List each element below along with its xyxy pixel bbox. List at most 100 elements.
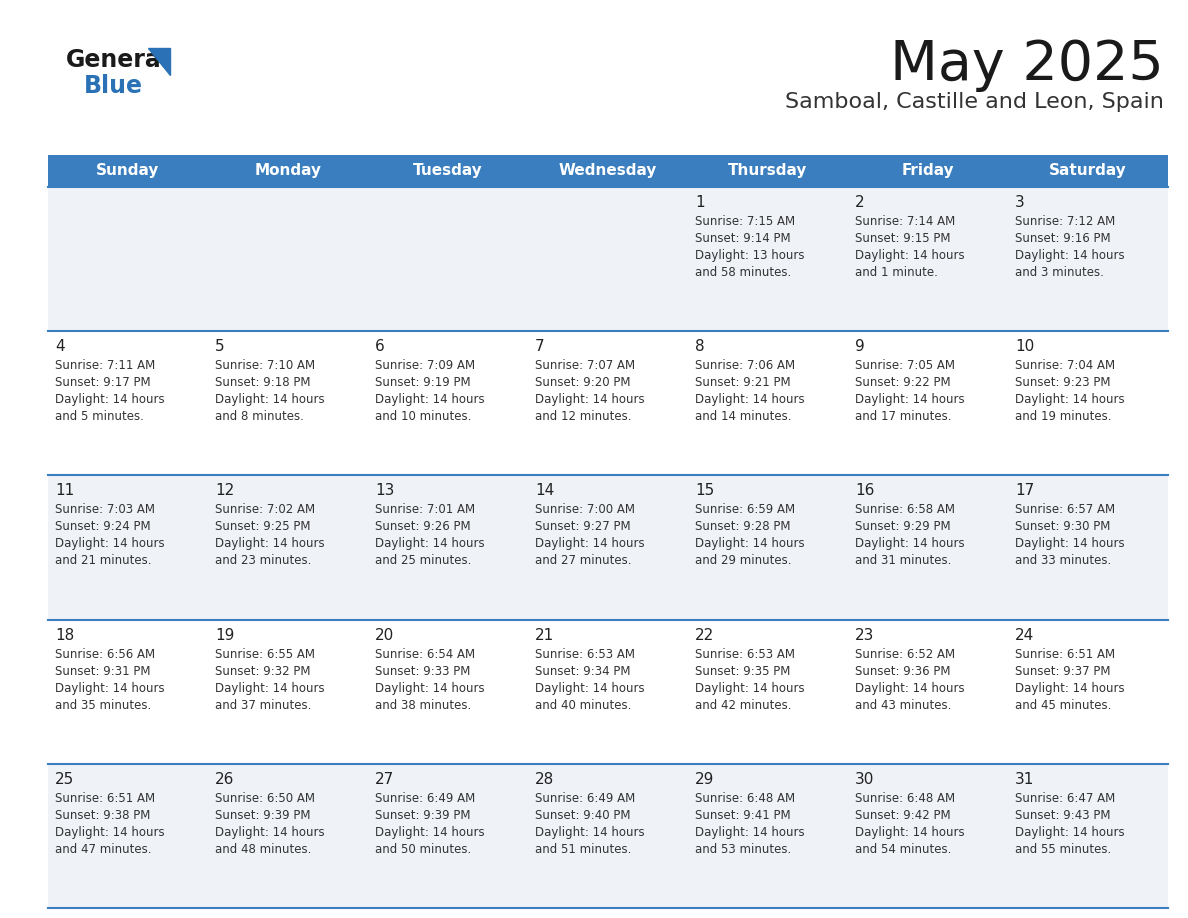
Text: Sunrise: 7:14 AM: Sunrise: 7:14 AM (855, 215, 955, 228)
Text: and 21 minutes.: and 21 minutes. (55, 554, 152, 567)
Bar (48, 764, 1168, 908)
Text: and 47 minutes.: and 47 minutes. (55, 843, 152, 856)
Text: Sunset: 9:42 PM: Sunset: 9:42 PM (855, 809, 950, 822)
Text: and 54 minutes.: and 54 minutes. (855, 843, 952, 856)
Text: 9: 9 (855, 339, 865, 354)
Text: 19: 19 (215, 628, 234, 643)
Text: Sunset: 9:39 PM: Sunset: 9:39 PM (215, 809, 310, 822)
Text: and 12 minutes.: and 12 minutes. (535, 410, 632, 423)
Bar (48, 476, 1168, 620)
Text: and 33 minutes.: and 33 minutes. (1015, 554, 1111, 567)
Text: and 40 minutes.: and 40 minutes. (535, 699, 631, 711)
Text: Sunset: 9:31 PM: Sunset: 9:31 PM (55, 665, 151, 677)
Text: Samboal, Castille and Leon, Spain: Samboal, Castille and Leon, Spain (785, 92, 1164, 112)
Text: 16: 16 (855, 484, 874, 498)
Text: Daylight: 14 hours: Daylight: 14 hours (1015, 249, 1125, 262)
Text: Daylight: 14 hours: Daylight: 14 hours (1015, 537, 1125, 551)
Polygon shape (148, 48, 170, 75)
Text: Sunrise: 6:53 AM: Sunrise: 6:53 AM (535, 647, 636, 661)
Text: Daylight: 14 hours: Daylight: 14 hours (215, 826, 324, 839)
Text: and 42 minutes.: and 42 minutes. (695, 699, 791, 711)
Bar (688, 155, 848, 187)
Text: 24: 24 (1015, 628, 1035, 643)
Text: Sunset: 9:30 PM: Sunset: 9:30 PM (1015, 521, 1111, 533)
Text: and 27 minutes.: and 27 minutes. (535, 554, 632, 567)
Text: Sunrise: 7:04 AM: Sunrise: 7:04 AM (1015, 359, 1116, 372)
Text: Sunrise: 7:07 AM: Sunrise: 7:07 AM (535, 359, 636, 372)
Text: Sunrise: 6:57 AM: Sunrise: 6:57 AM (1015, 503, 1116, 517)
Text: Sunrise: 6:56 AM: Sunrise: 6:56 AM (55, 647, 156, 661)
Text: Sunrise: 7:12 AM: Sunrise: 7:12 AM (1015, 215, 1116, 228)
Text: 3: 3 (1015, 195, 1025, 210)
Bar (48, 155, 208, 187)
Text: 4: 4 (55, 339, 64, 354)
Text: Daylight: 14 hours: Daylight: 14 hours (1015, 826, 1125, 839)
Text: Sunset: 9:23 PM: Sunset: 9:23 PM (1015, 376, 1111, 389)
Text: Sunrise: 6:47 AM: Sunrise: 6:47 AM (1015, 792, 1116, 805)
Text: and 50 minutes.: and 50 minutes. (375, 843, 472, 856)
Text: Sunday: Sunday (96, 163, 159, 178)
Text: 8: 8 (695, 339, 704, 354)
Text: 23: 23 (855, 628, 874, 643)
Text: 29: 29 (695, 772, 714, 787)
Text: and 3 minutes.: and 3 minutes. (1015, 266, 1104, 279)
Text: Daylight: 14 hours: Daylight: 14 hours (55, 393, 165, 406)
Text: and 45 minutes.: and 45 minutes. (1015, 699, 1112, 711)
Text: 26: 26 (215, 772, 234, 787)
Text: Sunset: 9:40 PM: Sunset: 9:40 PM (535, 809, 631, 822)
Text: Daylight: 14 hours: Daylight: 14 hours (535, 681, 645, 695)
Text: Daylight: 14 hours: Daylight: 14 hours (215, 393, 324, 406)
Text: Sunset: 9:32 PM: Sunset: 9:32 PM (215, 665, 310, 677)
Text: Sunrise: 6:48 AM: Sunrise: 6:48 AM (695, 792, 795, 805)
Text: Daylight: 13 hours: Daylight: 13 hours (695, 249, 804, 262)
Bar (1007, 155, 1168, 187)
Text: Sunset: 9:33 PM: Sunset: 9:33 PM (375, 665, 470, 677)
Text: and 43 minutes.: and 43 minutes. (855, 699, 952, 711)
Text: 21: 21 (535, 628, 555, 643)
Text: Sunset: 9:35 PM: Sunset: 9:35 PM (695, 665, 790, 677)
Text: and 17 minutes.: and 17 minutes. (855, 410, 952, 423)
Text: Sunrise: 6:51 AM: Sunrise: 6:51 AM (1015, 647, 1116, 661)
Bar (527, 155, 688, 187)
Text: 20: 20 (375, 628, 394, 643)
Text: 28: 28 (535, 772, 555, 787)
Text: Sunset: 9:37 PM: Sunset: 9:37 PM (1015, 665, 1111, 677)
Text: and 51 minutes.: and 51 minutes. (535, 843, 631, 856)
Text: Sunset: 9:43 PM: Sunset: 9:43 PM (1015, 809, 1111, 822)
Text: 13: 13 (375, 484, 394, 498)
Text: 1: 1 (695, 195, 704, 210)
Text: Sunset: 9:28 PM: Sunset: 9:28 PM (695, 521, 790, 533)
Text: Daylight: 14 hours: Daylight: 14 hours (855, 681, 965, 695)
Text: Daylight: 14 hours: Daylight: 14 hours (855, 537, 965, 551)
Text: 5: 5 (215, 339, 225, 354)
Text: 12: 12 (215, 484, 234, 498)
Text: Thursday: Thursday (728, 163, 808, 178)
Text: Sunset: 9:36 PM: Sunset: 9:36 PM (855, 665, 950, 677)
Text: Daylight: 14 hours: Daylight: 14 hours (215, 537, 324, 551)
Text: Daylight: 14 hours: Daylight: 14 hours (375, 537, 485, 551)
Text: Sunset: 9:15 PM: Sunset: 9:15 PM (855, 232, 950, 245)
Text: Daylight: 14 hours: Daylight: 14 hours (375, 826, 485, 839)
Text: and 53 minutes.: and 53 minutes. (695, 843, 791, 856)
Text: Daylight: 14 hours: Daylight: 14 hours (215, 681, 324, 695)
Text: and 31 minutes.: and 31 minutes. (855, 554, 952, 567)
Text: Sunset: 9:20 PM: Sunset: 9:20 PM (535, 376, 631, 389)
Text: Sunset: 9:39 PM: Sunset: 9:39 PM (375, 809, 470, 822)
Text: Daylight: 14 hours: Daylight: 14 hours (375, 393, 485, 406)
Text: Tuesday: Tuesday (413, 163, 482, 178)
Text: Daylight: 14 hours: Daylight: 14 hours (1015, 681, 1125, 695)
Text: Daylight: 14 hours: Daylight: 14 hours (695, 681, 804, 695)
Text: 11: 11 (55, 484, 74, 498)
Text: and 8 minutes.: and 8 minutes. (215, 410, 304, 423)
Text: Sunset: 9:18 PM: Sunset: 9:18 PM (215, 376, 310, 389)
Text: Monday: Monday (254, 163, 322, 178)
Bar (848, 155, 1007, 187)
Text: Sunrise: 6:59 AM: Sunrise: 6:59 AM (695, 503, 795, 517)
Text: Sunrise: 7:11 AM: Sunrise: 7:11 AM (55, 359, 156, 372)
Text: and 35 minutes.: and 35 minutes. (55, 699, 151, 711)
Text: and 48 minutes.: and 48 minutes. (215, 843, 311, 856)
Text: Daylight: 14 hours: Daylight: 14 hours (1015, 393, 1125, 406)
Text: and 10 minutes.: and 10 minutes. (375, 410, 472, 423)
Text: Sunrise: 6:50 AM: Sunrise: 6:50 AM (215, 792, 315, 805)
Text: Sunset: 9:34 PM: Sunset: 9:34 PM (535, 665, 631, 677)
